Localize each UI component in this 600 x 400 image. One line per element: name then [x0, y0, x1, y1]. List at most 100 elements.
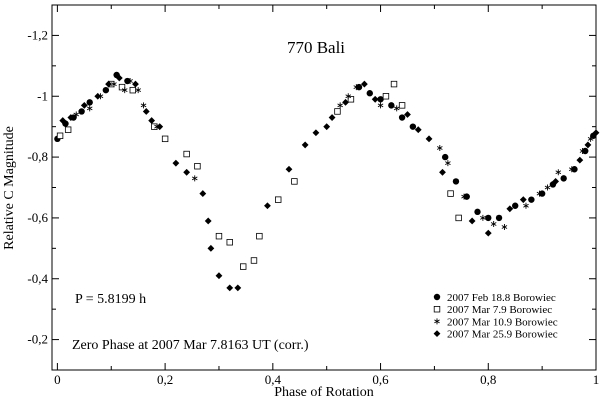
data-point-circle: [582, 147, 589, 155]
x-tick-label: 0,6: [372, 372, 389, 387]
data-point-star: [111, 81, 117, 88]
legend-marker-diamond: [433, 330, 441, 337]
data-point-diamond: [484, 229, 492, 237]
x-axis-title: Phase of Rotation: [274, 385, 374, 400]
data-point-diamond: [301, 141, 309, 149]
data-point-star: [191, 175, 198, 182]
data-point-diamond: [207, 244, 215, 252]
data-point-circle: [474, 208, 481, 216]
chart-title: 770 Bali: [287, 38, 345, 57]
y-tick-label: -0,6: [27, 210, 48, 225]
legend-marker-square: [433, 305, 441, 313]
data-point-diamond: [148, 117, 156, 124]
data-point-circle: [560, 175, 567, 182]
data-point-square: [398, 102, 406, 109]
data-point-star: [568, 166, 575, 173]
data-point-square: [118, 83, 126, 91]
data-point-diamond: [584, 141, 592, 149]
zero-phase-annotation: Zero Phase at 2007 Mar 7.8163 UT (corr.): [72, 338, 309, 353]
data-point-diamond: [468, 217, 476, 225]
data-point-square: [382, 93, 390, 100]
data-point-circle: [398, 114, 406, 121]
data-point-star: [536, 190, 543, 197]
data-point-diamond: [552, 178, 560, 185]
data-point-circle: [538, 190, 546, 197]
data-point-star: [587, 135, 594, 142]
series-square: [56, 80, 462, 270]
data-point-diamond: [312, 129, 320, 137]
legend-label: 2007 Feb 18.8 Borowiec: [447, 292, 556, 304]
data-point-diamond: [204, 217, 212, 225]
data-point-star: [121, 87, 128, 94]
data-point-square: [455, 214, 462, 222]
data-point-diamond: [199, 190, 207, 197]
data-point-circle: [485, 214, 492, 222]
data-point-diamond: [342, 98, 349, 106]
x-tick-label: 0,4: [265, 372, 282, 387]
data-point-square: [291, 178, 298, 185]
data-point-star: [555, 169, 562, 176]
legend-label: 2007 Mar 25.9 Borowiec: [447, 329, 558, 341]
data-point-star: [579, 148, 586, 154]
period-annotation: P = 5.8199 h: [75, 292, 146, 307]
data-point-circle: [571, 166, 578, 173]
data-point-star: [480, 214, 486, 221]
data-point-star: [501, 224, 508, 231]
data-point-circle: [377, 96, 384, 103]
data-point-square: [275, 196, 282, 203]
y-axis-title: Relative C Magnitude: [2, 126, 17, 250]
data-point-diamond: [80, 101, 88, 109]
x-tick-label: 0,8: [480, 372, 496, 387]
data-point-star: [436, 144, 443, 151]
data-point-diamond: [404, 111, 411, 118]
data-point-diamond: [142, 108, 150, 115]
x-tick-label: 0,2: [157, 372, 173, 387]
data-point-star: [127, 78, 133, 85]
data-point-circle: [528, 196, 535, 203]
data-point-circle: [452, 178, 460, 185]
data-point-star: [73, 111, 80, 118]
data-point-star: [523, 202, 529, 209]
data-point-star: [345, 93, 352, 100]
data-point-square: [256, 232, 263, 240]
y-tick-label: -0,8: [27, 149, 48, 164]
data-point-diamond: [519, 196, 527, 204]
data-point-diamond: [506, 205, 514, 213]
data-point-star: [140, 102, 147, 109]
series-diamond: [59, 74, 600, 292]
data-point-circle: [78, 108, 85, 115]
data-point-star: [393, 105, 400, 112]
data-point-circle: [388, 102, 395, 109]
data-point-circle: [366, 90, 373, 97]
data-point-square: [194, 163, 201, 170]
data-point-star: [135, 87, 142, 94]
data-points: [54, 71, 600, 292]
legend-marker-circle: [433, 293, 441, 301]
data-point-diamond: [59, 117, 67, 124]
data-point-diamond: [132, 80, 139, 88]
data-point-circle: [86, 99, 93, 106]
legend-label: 2007 Mar 7.9 Borowiec: [447, 304, 552, 316]
data-point-circle: [463, 193, 470, 200]
data-point-diamond: [285, 165, 293, 173]
data-point-star: [544, 184, 551, 191]
data-point-diamond: [576, 156, 584, 164]
data-point-diamond: [414, 126, 422, 134]
data-point-diamond: [183, 168, 191, 176]
data-point-diamond: [264, 202, 271, 210]
data-point-square: [215, 232, 223, 240]
legend-marker-star: [434, 318, 440, 325]
data-point-square: [447, 190, 454, 197]
data-point-diamond: [67, 114, 75, 121]
data-point-diamond: [94, 92, 102, 100]
data-point-diamond: [425, 135, 433, 143]
data-point-star: [86, 105, 93, 112]
data-point-square: [334, 108, 341, 115]
data-point-star: [377, 102, 384, 109]
data-point-star: [461, 193, 467, 200]
legend-label: 2007 Mar 10.9 Borowiec: [447, 316, 558, 328]
data-point-diamond: [439, 168, 446, 176]
axis-ticks: 0 0,2 0,4 0,6 0,8 1 -1,2 -1 -0,8 -0,6 -0,4 -0,2: [27, 4, 599, 387]
